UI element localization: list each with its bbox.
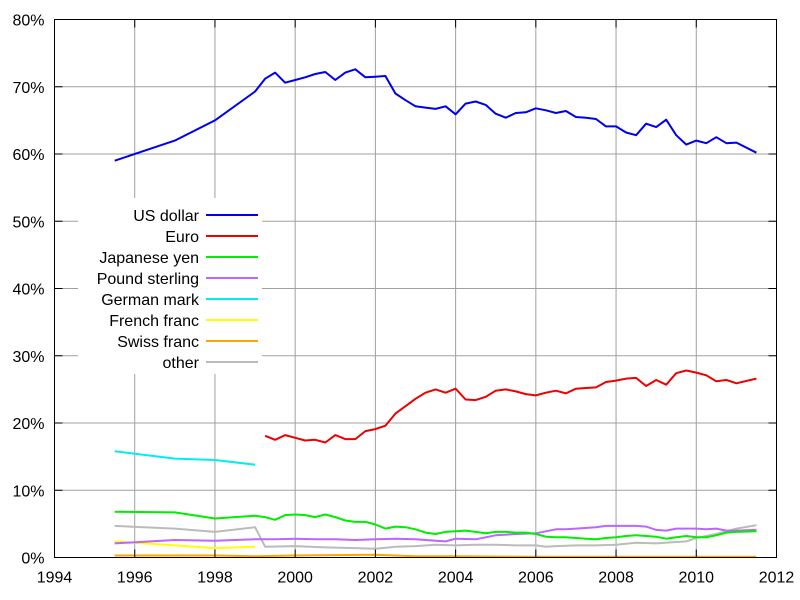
legend-label-pound-sterling: Pound sterling [97,271,199,288]
x-tick-label-2008: 2008 [598,570,634,587]
y-tick-label-60: 60% [12,147,44,164]
series-line-euro [264,369,757,444]
legend: US dollar Euro Japanese yen Pound sterling G… [97,208,258,372]
series-line-german-mark [114,450,256,466]
y-tick-label-40: 40% [12,282,44,299]
y-tick-label-70: 70% [12,80,44,97]
y-tick-label-0: 0% [21,551,44,568]
x-tick-label-2004: 2004 [438,570,474,587]
legend-label-euro: Euro [165,229,199,246]
axis-tick-labels: 1994 1996 1998 2000 2002 2004 2006 2008 2010 2012… [12,13,794,587]
x-tick-label-2002: 2002 [358,570,394,587]
x-tick-label-1998: 1998 [197,570,233,587]
x-tick-label-2010: 2010 [678,570,714,587]
series-line-other [114,524,757,550]
series-line-japanese-yen [114,510,757,541]
series-lines [114,68,757,558]
legend-label-swiss-franc: Swiss franc [117,334,199,351]
legend-label-other: other [163,355,200,372]
y-tick-label-10: 10% [12,483,44,500]
x-tick-label-2000: 2000 [277,570,313,587]
x-tick-label-2012: 2012 [759,570,795,587]
y-tick-label-30: 30% [12,349,44,366]
legend-label-us-dollar: US dollar [133,208,199,225]
legend-label-german-mark: German mark [101,292,200,309]
x-tick-label-2006: 2006 [518,570,554,587]
legend-background [78,198,262,374]
y-tick-label-20: 20% [12,416,44,433]
legend-label-japanese-yen: Japanese yen [99,250,199,267]
series-line-us-dollar [114,68,757,162]
legend-label-french-franc: French franc [109,313,199,330]
x-tick-label-1996: 1996 [117,570,153,587]
series-line-french-franc [114,540,256,550]
y-tick-label-80: 80% [12,13,44,30]
axis-ticks [54,19,777,558]
y-tick-label-50: 50% [12,214,44,231]
series-line-pound-sterling [114,524,757,545]
x-tick-label-1994: 1994 [37,570,73,587]
series-line-swiss-franc [114,553,757,558]
